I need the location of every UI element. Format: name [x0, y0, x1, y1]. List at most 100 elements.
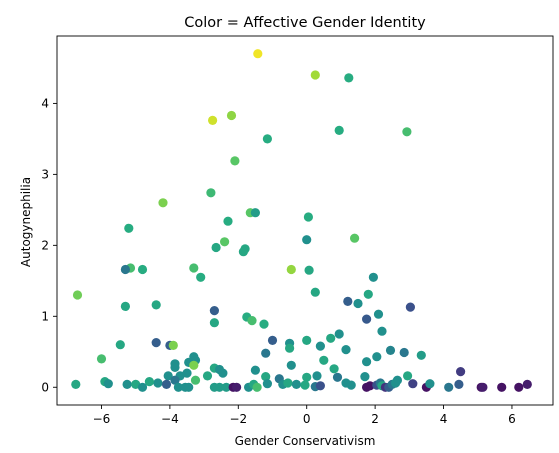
scatter-point	[341, 345, 351, 355]
y-tick-label: 4	[41, 96, 49, 110]
axes-layer: −6 −4 −2 0 2 4 6 0 1 2 3 4	[41, 35, 554, 426]
scatter-point	[312, 371, 322, 381]
scatter-point	[103, 379, 113, 389]
scatter-point	[250, 208, 260, 218]
y-axis-label: Autogynephilia	[19, 177, 33, 267]
scatter-point	[353, 298, 363, 309]
scatter-point	[151, 338, 161, 348]
x-tick-label: −6	[93, 412, 111, 426]
scatter-point	[362, 357, 372, 367]
scatter-point	[208, 115, 218, 125]
scatter-point	[444, 382, 454, 392]
scatter-point	[226, 110, 237, 121]
scatter-point	[302, 372, 312, 382]
scatter-point	[238, 247, 248, 257]
scatter-point	[326, 333, 336, 343]
scatter-point	[262, 134, 272, 144]
scatter-point	[153, 378, 163, 388]
scatter-point	[310, 70, 320, 80]
scatter-point	[315, 381, 325, 391]
scatter-point	[182, 368, 192, 378]
scatter-point	[253, 49, 263, 59]
plot-frame	[56, 35, 554, 406]
scatter-point	[259, 319, 269, 329]
scatter-point	[399, 347, 409, 358]
scatter-point	[334, 125, 344, 135]
scatter-point	[124, 223, 134, 233]
y-tick-label: 0	[41, 380, 49, 394]
scatter-point	[310, 287, 320, 297]
scatter-point	[425, 379, 435, 389]
scatter-point	[144, 377, 154, 387]
scatter-point	[454, 379, 464, 389]
scatter-point	[223, 216, 233, 226]
x-tick-label: 4	[440, 412, 448, 426]
scatter-point	[346, 380, 356, 390]
x-tick-label: 6	[508, 412, 516, 426]
scatter-point	[285, 343, 295, 353]
scatter-point	[173, 382, 183, 392]
scatter-point	[262, 379, 272, 389]
scatter-point	[252, 382, 262, 392]
scatter-point	[365, 381, 375, 391]
scatter-point	[261, 372, 271, 382]
x-tick-label: −2	[229, 412, 247, 426]
scatter-point	[319, 355, 329, 365]
scatter-point	[120, 301, 130, 311]
scatter-point	[122, 379, 132, 389]
scatter-point	[350, 233, 360, 243]
scatter-point	[368, 272, 378, 282]
scatter-point	[189, 360, 199, 370]
scatter-point	[344, 73, 354, 83]
scatter-point	[402, 127, 412, 137]
scatter-point	[71, 379, 81, 389]
scatter-point	[286, 360, 296, 370]
scatter-point	[403, 371, 413, 381]
scatter-point	[137, 264, 148, 275]
scatter-point	[250, 365, 260, 375]
scatter-point	[334, 329, 344, 339]
scatter-point	[385, 345, 396, 355]
scatter-point	[329, 364, 339, 374]
scatter-point	[115, 340, 125, 350]
scatter-point	[170, 375, 180, 385]
scatter-point	[362, 314, 372, 324]
scatter-point	[158, 198, 168, 208]
scatter-point	[478, 382, 488, 392]
scatter-point	[522, 379, 532, 389]
scatter-point	[96, 354, 107, 364]
scatter-point	[303, 212, 313, 222]
x-tick-label: 0	[303, 412, 311, 426]
scatter-point	[184, 382, 194, 392]
scatter-point	[332, 372, 343, 382]
scatter-point	[315, 341, 325, 351]
scatter-point	[211, 242, 221, 253]
y-tick-label: 1	[41, 309, 49, 323]
scatter-point	[170, 362, 180, 372]
scatter-point	[302, 335, 312, 345]
scatter-point	[202, 371, 213, 381]
scatter-point	[267, 335, 278, 345]
scatter-point	[372, 352, 382, 362]
y-tick-label: 2	[41, 238, 49, 252]
scatter-point	[209, 318, 219, 328]
scatter-point	[391, 378, 401, 388]
x-tick-label: −4	[161, 412, 179, 426]
scatter-point	[408, 379, 418, 389]
scatter-point	[456, 367, 466, 377]
scatter-point	[232, 382, 242, 392]
scatter-point	[373, 309, 384, 319]
scatter-point	[218, 368, 228, 378]
scatter-point	[220, 237, 230, 247]
scatter-point	[209, 306, 219, 316]
scatter-point	[283, 378, 293, 388]
scatter-point	[343, 296, 353, 306]
scatter-point	[286, 264, 296, 275]
scatter-point	[514, 382, 524, 392]
scatter-point	[161, 379, 172, 389]
scatter-point	[214, 382, 225, 392]
scatter-point	[189, 263, 199, 273]
scatter-point	[168, 340, 178, 350]
scatter-point	[72, 290, 83, 300]
